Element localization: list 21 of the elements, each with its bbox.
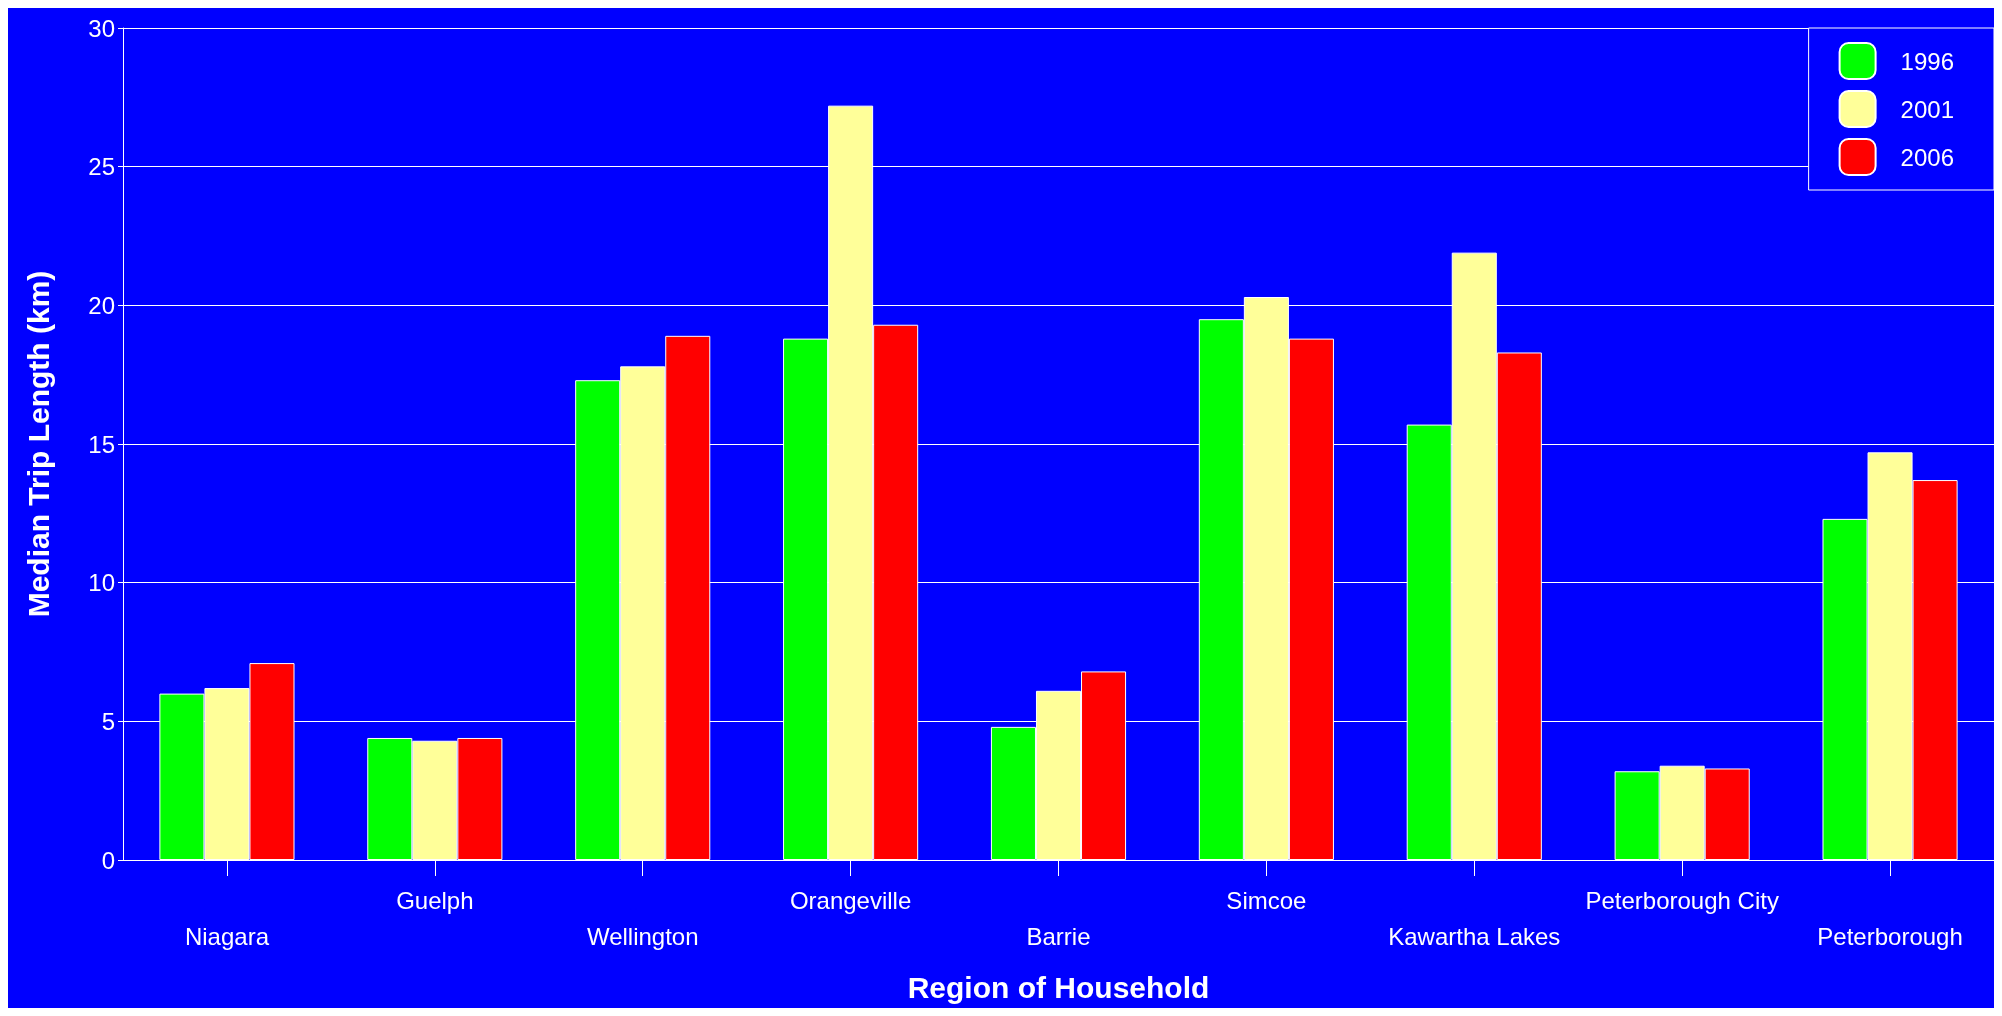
y-tick-label: 15 <box>88 430 115 458</box>
x-tick-label: Kawartha Lakes <box>1388 922 1561 950</box>
x-tick-label: Peterborough <box>1817 922 1963 950</box>
y-tick-label: 0 <box>101 846 115 874</box>
x-axis-title: Region of Household <box>907 970 1210 1004</box>
x-tick-label: Peterborough City <box>1585 886 1779 914</box>
y-tick-label: 10 <box>88 569 115 597</box>
x-tick-label: Wellington <box>586 922 699 950</box>
y-tick-label: 20 <box>88 291 115 319</box>
x-tick-label: Orangeville <box>789 886 912 914</box>
x-tick-label: Guelph <box>396 886 474 914</box>
x-tick-label: Barrie <box>1026 922 1091 950</box>
y-tick-label: 5 <box>101 707 115 735</box>
x-tick-label: Niagara <box>184 922 270 950</box>
y-axis-title: Median Trip Length (km) <box>21 270 55 618</box>
legend-label: 2006 <box>1900 143 1954 171</box>
y-tick-label: 25 <box>88 153 115 181</box>
y-tick-label: 30 <box>88 14 115 42</box>
legend-label: 1996 <box>1900 47 1954 75</box>
legend-label: 2001 <box>1900 95 1954 123</box>
x-tick-label: Simcoe <box>1226 886 1307 914</box>
